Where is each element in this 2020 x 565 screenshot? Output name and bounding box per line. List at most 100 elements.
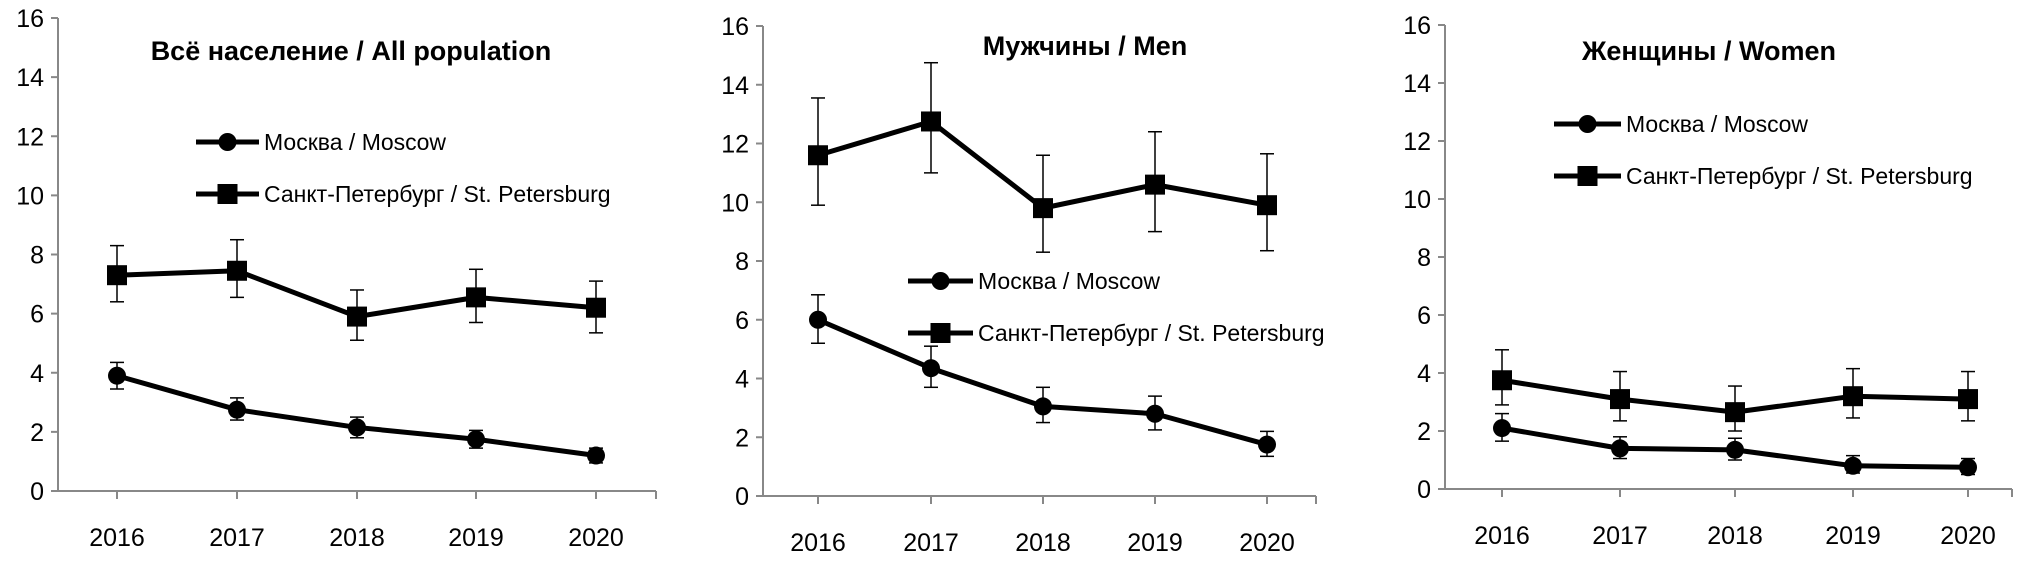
x-tick-label: 2019 bbox=[1825, 522, 1881, 550]
y-tick-label: 12 bbox=[721, 131, 749, 159]
data-point bbox=[108, 366, 126, 385]
chart-panel-3: 0 2 4 6 8 10 12 14 16 2016 2017 2018 2019 2020 Женщины… bbox=[1403, 12, 2013, 550]
y-tick-label: 10 bbox=[721, 189, 749, 217]
y-tick-label: 14 bbox=[721, 72, 749, 100]
legend-label: Москва / Moscow bbox=[978, 268, 1160, 294]
x-tick-label: 2018 bbox=[329, 524, 385, 552]
data-point bbox=[1610, 389, 1630, 410]
x-tick-label: 2020 bbox=[1239, 529, 1295, 557]
data-point bbox=[1492, 370, 1512, 391]
series-st-petersburg bbox=[1492, 349, 1978, 432]
series-moscow bbox=[809, 294, 1276, 458]
data-point bbox=[1257, 195, 1277, 216]
square-marker-icon bbox=[930, 323, 951, 343]
legend-label: Москва / Moscow bbox=[1626, 111, 1808, 137]
data-point bbox=[808, 145, 828, 166]
data-point bbox=[1726, 440, 1744, 459]
circle-marker-icon bbox=[931, 272, 950, 290]
x-tick-label: 2016 bbox=[1474, 522, 1530, 550]
data-point bbox=[107, 265, 127, 286]
legend-entry: Москва / Moscow bbox=[1554, 111, 1808, 137]
data-point bbox=[1611, 439, 1629, 458]
chart-title: Мужчины / Men bbox=[983, 31, 1187, 61]
y-tick-label: 16 bbox=[721, 13, 749, 41]
x-tick-label: 2020 bbox=[1940, 522, 1996, 550]
x-tick-label: 2019 bbox=[448, 524, 504, 552]
series-st-petersburg bbox=[107, 238, 606, 341]
series-line bbox=[116, 373, 597, 459]
y-tick-label: 8 bbox=[1417, 244, 1431, 272]
series-moscow bbox=[108, 361, 605, 465]
data-point bbox=[587, 446, 605, 465]
legend-entry: Москва / Moscow bbox=[196, 129, 446, 155]
legend-label: Санкт-Петербург / St. Petersburg bbox=[978, 320, 1325, 346]
data-point bbox=[347, 306, 367, 327]
y-tick-label: 2 bbox=[30, 419, 44, 447]
x-tick-label: 2018 bbox=[1707, 522, 1763, 550]
y-tick-label: 16 bbox=[1403, 12, 1431, 40]
data-point bbox=[1258, 435, 1276, 454]
data-point bbox=[1959, 458, 1977, 477]
y-tick-label: 10 bbox=[16, 182, 44, 210]
x-tick-label: 2020 bbox=[568, 524, 624, 552]
y-tick-label: 16 bbox=[16, 5, 44, 33]
legend-label: Москва / Moscow bbox=[264, 129, 446, 155]
x-tick-label: 2019 bbox=[1127, 529, 1183, 557]
x-tick-label: 2016 bbox=[89, 524, 145, 552]
square-marker-icon bbox=[217, 184, 238, 204]
chart-panel-2: 0 2 4 6 8 10 12 14 16 2016 2017 2018 2019 2020 Мужчины… bbox=[721, 13, 1324, 557]
x-tick-label: 2017 bbox=[1592, 522, 1648, 550]
data-point bbox=[809, 310, 827, 329]
y-tick-label: 0 bbox=[735, 483, 749, 511]
y-tick-label: 2 bbox=[735, 424, 749, 452]
square-marker-icon bbox=[1577, 166, 1598, 186]
legend-label: Санкт-Петербург / St. Petersburg bbox=[1626, 163, 1973, 189]
series-moscow bbox=[1493, 412, 1977, 477]
legend-entry: Санкт-Петербург / St. Petersburg bbox=[908, 320, 1325, 346]
y-tick-label: 6 bbox=[735, 307, 749, 335]
data-point bbox=[1958, 389, 1978, 410]
chart-title: Женщины / Women bbox=[1581, 36, 1836, 66]
x-tick-label: 2018 bbox=[1015, 529, 1071, 557]
x-tick-label: 2016 bbox=[790, 529, 846, 557]
data-point bbox=[1146, 404, 1164, 423]
circle-marker-icon bbox=[218, 133, 237, 151]
y-tick-label: 12 bbox=[1403, 128, 1431, 156]
y-tick-label: 8 bbox=[30, 242, 44, 270]
data-point bbox=[1844, 456, 1862, 475]
data-point bbox=[1033, 198, 1053, 219]
y-tick-label: 14 bbox=[16, 64, 44, 92]
data-point bbox=[922, 359, 940, 378]
y-tick-label: 0 bbox=[30, 478, 44, 506]
x-tick-label: 2017 bbox=[903, 529, 959, 557]
legend-label: Санкт-Петербург / St. Petersburg bbox=[264, 181, 611, 207]
y-tick-label: 14 bbox=[1403, 70, 1431, 98]
data-point bbox=[1493, 419, 1511, 438]
chart-title: Всё население / All population bbox=[151, 36, 552, 66]
chart-panel-1: 0 2 4 6 8 10 12 14 16 2016 2017 2018 2019 2020 Всё нас… bbox=[16, 5, 657, 552]
data-point bbox=[921, 111, 941, 132]
y-tick-label: 4 bbox=[735, 366, 749, 394]
legend-entry: Санкт-Петербург / St. Petersburg bbox=[1554, 163, 1973, 189]
data-point bbox=[1034, 397, 1052, 416]
data-point bbox=[1145, 174, 1165, 195]
data-point bbox=[586, 297, 606, 318]
x-tick-label: 2017 bbox=[209, 524, 265, 552]
y-tick-label: 6 bbox=[30, 301, 44, 329]
legend-entry: Москва / Moscow bbox=[908, 268, 1160, 294]
data-point bbox=[227, 260, 247, 281]
y-tick-label: 6 bbox=[1417, 302, 1431, 330]
y-tick-label: 2 bbox=[1417, 418, 1431, 446]
data-point bbox=[467, 430, 485, 449]
series-st-petersburg bbox=[808, 61, 1277, 253]
data-point bbox=[348, 418, 366, 437]
data-point bbox=[1843, 386, 1863, 407]
data-point bbox=[466, 287, 486, 308]
legend-entry: Санкт-Петербург / St. Petersburg bbox=[196, 181, 611, 207]
data-point bbox=[228, 400, 246, 419]
y-tick-label: 8 bbox=[735, 248, 749, 276]
y-tick-label: 0 bbox=[1417, 476, 1431, 504]
y-tick-label: 12 bbox=[16, 123, 44, 151]
y-tick-label: 10 bbox=[1403, 186, 1431, 214]
